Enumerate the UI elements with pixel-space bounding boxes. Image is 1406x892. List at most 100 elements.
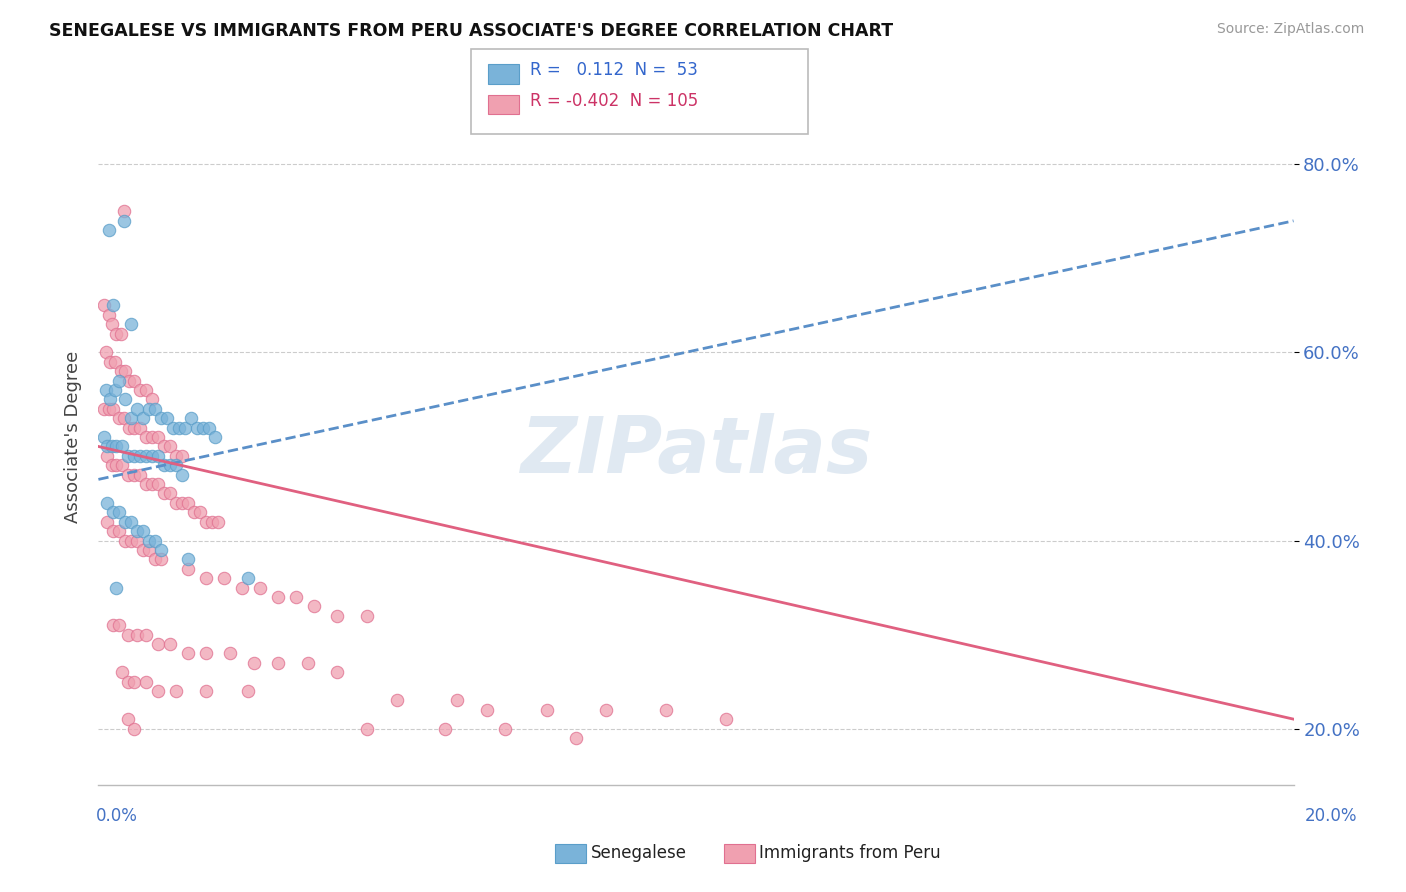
Point bbox=[284, 590, 307, 604]
Point bbox=[138, 542, 160, 557]
Point bbox=[120, 533, 142, 548]
Point bbox=[148, 477, 170, 491]
Point bbox=[165, 449, 187, 463]
Point bbox=[138, 533, 160, 548]
Point bbox=[180, 411, 202, 425]
Point bbox=[103, 505, 125, 519]
Point bbox=[195, 571, 218, 585]
Point bbox=[183, 505, 205, 519]
Point bbox=[150, 542, 173, 557]
Point bbox=[356, 608, 378, 623]
Point bbox=[150, 411, 173, 425]
Point bbox=[177, 496, 200, 510]
Point bbox=[108, 411, 131, 425]
Point bbox=[143, 533, 166, 548]
Point bbox=[207, 515, 229, 529]
Point bbox=[195, 646, 218, 660]
Point bbox=[177, 562, 200, 576]
Point bbox=[96, 440, 118, 454]
Point bbox=[243, 656, 266, 670]
Point bbox=[141, 449, 163, 463]
Point bbox=[127, 401, 149, 416]
Point bbox=[159, 440, 181, 454]
Point bbox=[132, 524, 155, 538]
Point bbox=[177, 552, 200, 566]
Point bbox=[127, 524, 149, 538]
Point bbox=[236, 571, 259, 585]
Point bbox=[111, 440, 134, 454]
Point bbox=[714, 712, 737, 726]
Point bbox=[231, 581, 253, 595]
Text: Immigrants from Peru: Immigrants from Peru bbox=[759, 844, 941, 862]
Point bbox=[117, 467, 139, 482]
Point bbox=[148, 637, 170, 651]
Point bbox=[475, 703, 498, 717]
Point bbox=[165, 684, 187, 698]
Point bbox=[114, 533, 136, 548]
Point bbox=[297, 656, 319, 670]
Point bbox=[153, 458, 176, 473]
Point bbox=[129, 467, 152, 482]
Point bbox=[267, 656, 290, 670]
Point bbox=[141, 477, 163, 491]
Point bbox=[165, 496, 187, 510]
Point bbox=[536, 703, 558, 717]
Point bbox=[446, 693, 468, 707]
Point bbox=[96, 496, 118, 510]
Point bbox=[112, 214, 135, 228]
Point bbox=[124, 722, 146, 736]
Point bbox=[129, 420, 152, 434]
Text: Source: ZipAtlas.com: Source: ZipAtlas.com bbox=[1216, 22, 1364, 37]
Point bbox=[118, 374, 141, 388]
Point bbox=[103, 298, 125, 312]
Point bbox=[135, 627, 157, 641]
Point bbox=[236, 684, 259, 698]
Point bbox=[148, 684, 170, 698]
Point bbox=[385, 693, 409, 707]
Point bbox=[127, 627, 149, 641]
Point bbox=[112, 204, 135, 219]
Point bbox=[114, 392, 136, 407]
Point bbox=[93, 298, 115, 312]
Point bbox=[135, 674, 157, 689]
Point bbox=[124, 467, 146, 482]
Text: R = -0.402  N = 105: R = -0.402 N = 105 bbox=[530, 92, 699, 110]
Point bbox=[138, 401, 160, 416]
Point bbox=[135, 449, 157, 463]
Point bbox=[98, 355, 122, 369]
Point bbox=[108, 374, 131, 388]
Point bbox=[100, 458, 122, 473]
Point bbox=[132, 542, 155, 557]
Point bbox=[153, 486, 176, 500]
Point bbox=[212, 571, 235, 585]
Point bbox=[108, 618, 131, 632]
Point bbox=[124, 449, 146, 463]
Point bbox=[135, 383, 157, 397]
Point bbox=[96, 449, 118, 463]
Y-axis label: Associate's Degree: Associate's Degree bbox=[63, 351, 82, 524]
Point bbox=[356, 722, 378, 736]
Point bbox=[105, 326, 128, 341]
Point bbox=[162, 420, 184, 434]
Point bbox=[159, 458, 181, 473]
Point bbox=[108, 524, 131, 538]
Point bbox=[98, 401, 121, 416]
Point bbox=[111, 458, 134, 473]
Point bbox=[98, 223, 121, 237]
Point bbox=[195, 515, 218, 529]
Point bbox=[98, 392, 122, 407]
Point bbox=[112, 411, 135, 425]
Point bbox=[150, 552, 173, 566]
Point bbox=[565, 731, 588, 745]
Point bbox=[117, 627, 139, 641]
Point bbox=[148, 449, 170, 463]
Point bbox=[159, 486, 181, 500]
Point bbox=[135, 477, 157, 491]
Point bbox=[302, 599, 325, 614]
Point bbox=[111, 665, 134, 680]
Point bbox=[132, 411, 155, 425]
Point bbox=[120, 411, 142, 425]
Point bbox=[96, 515, 118, 529]
Point bbox=[143, 552, 166, 566]
Point bbox=[148, 430, 170, 444]
